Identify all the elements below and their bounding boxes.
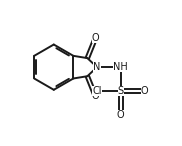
Text: N: N [93, 62, 101, 72]
Text: Cl: Cl [92, 86, 102, 96]
Text: NH: NH [113, 62, 128, 72]
Text: O: O [92, 91, 99, 101]
Text: O: O [117, 110, 125, 120]
Text: O: O [92, 33, 99, 43]
Text: O: O [141, 86, 148, 96]
Text: S: S [118, 86, 124, 96]
